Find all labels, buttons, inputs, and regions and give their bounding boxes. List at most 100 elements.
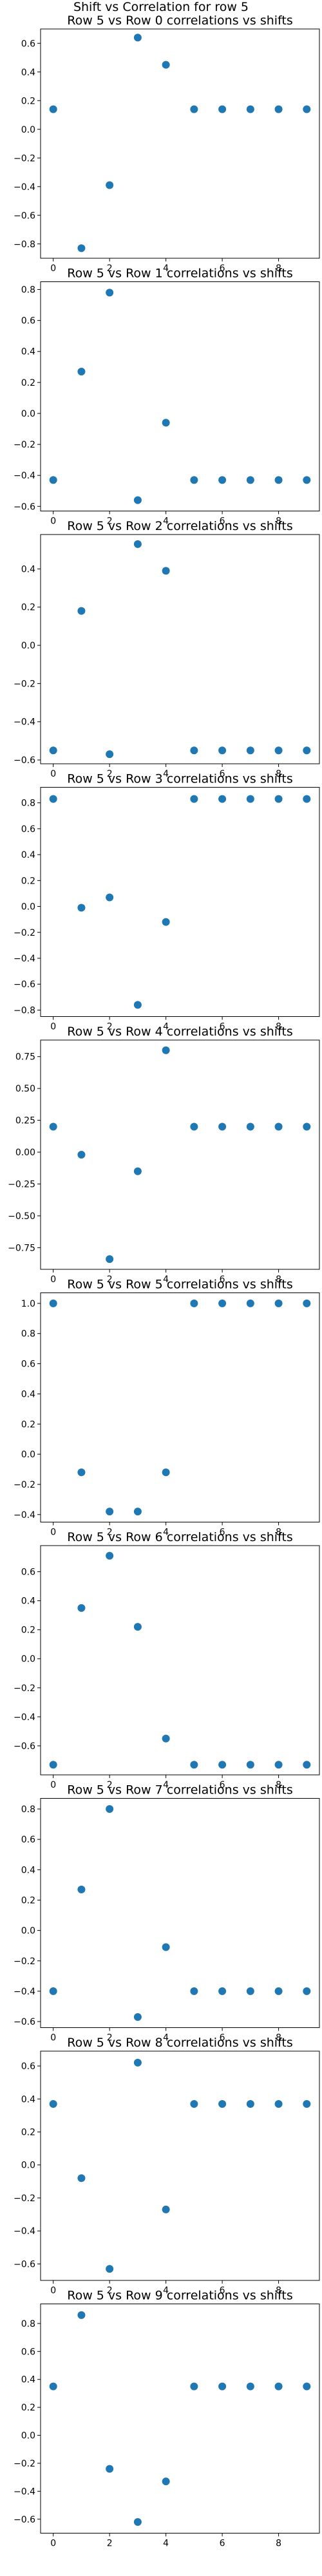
data-point: [106, 1805, 114, 1814]
data-point: [133, 2058, 142, 2067]
data-point: [218, 2099, 227, 2108]
y-tick-label: 0.8: [21, 1329, 35, 1340]
data-point: [133, 2518, 142, 2526]
y-tick-label: 0.2: [21, 1895, 35, 1906]
scatter-panel-8: Row 5 vs Row 8 correlations vs shifts 0 2 4…: [14, 2036, 320, 2296]
data-point: [218, 795, 227, 803]
data-point: [106, 2265, 114, 2273]
data-point: [218, 746, 227, 755]
y-tick-label: 0.6: [21, 2347, 35, 2357]
x-tick-label: 2: [107, 2286, 113, 2296]
data-point: [77, 1468, 86, 1477]
data-point: [190, 2099, 198, 2108]
data-point: [274, 1987, 283, 1995]
data-point: [106, 1255, 114, 1264]
panel-title: Row 5 vs Row 5 correlations vs shifts: [67, 1278, 293, 1292]
x-tick-label: 6: [220, 1022, 225, 1032]
x-tick-label: 8: [276, 516, 281, 527]
x-tick-label: 6: [220, 2539, 225, 2549]
x-tick-label: 0: [50, 1780, 56, 1790]
y-tick-label: −0.6: [14, 2017, 35, 2027]
y-tick-label: −0.2: [14, 1956, 35, 1967]
x-tick-label: 8: [276, 263, 281, 274]
x-tick-label: 0: [50, 2539, 56, 2549]
y-tick-label: 0.0: [21, 125, 35, 135]
y-tick-label: −0.2: [14, 679, 35, 689]
y-tick-label: −0.25: [8, 1179, 35, 1189]
y-tick-label: −0.75: [8, 1243, 35, 1253]
data-point: [133, 33, 142, 42]
y-tick-label: −0.6: [14, 2515, 35, 2525]
x-tick-label: 6: [220, 1780, 225, 1790]
data-point: [77, 1151, 86, 1159]
y-tick-label: 0.0: [21, 641, 35, 651]
y-tick-label: 0.0: [21, 409, 35, 419]
data-point: [218, 1122, 227, 1131]
x-tick-label: 8: [276, 2286, 281, 2296]
data-point: [303, 476, 311, 484]
data-point: [162, 567, 170, 575]
data-point: [246, 105, 254, 113]
y-tick-label: 0.0: [21, 1450, 35, 1460]
data-point: [274, 1122, 283, 1131]
y-tick-label: 0.0: [21, 2161, 35, 2171]
data-point: [77, 2311, 86, 2319]
data-point: [218, 105, 227, 113]
x-tick-label: 4: [163, 2033, 169, 2043]
data-point: [190, 476, 198, 484]
x-tick-label: 4: [163, 1780, 169, 1790]
data-point: [49, 746, 57, 755]
data-point: [49, 476, 57, 484]
panel-title: Row 5 vs Row 1 correlations vs shifts: [67, 267, 293, 281]
y-tick-label: 0.2: [21, 378, 35, 388]
scatter-panel-1: Row 5 vs Row 1 correlations vs shifts 0 2 4…: [14, 267, 320, 527]
data-point: [246, 2099, 254, 2108]
data-point: [274, 2382, 283, 2391]
y-tick-label: 0.6: [21, 2061, 35, 2072]
data-point: [190, 746, 198, 755]
data-point: [274, 2099, 283, 2108]
data-point: [162, 61, 170, 69]
x-tick-label: 0: [50, 1022, 56, 1032]
y-tick-label: 0.6: [21, 316, 35, 327]
y-tick-label: 0.00: [15, 1148, 35, 1158]
data-point: [190, 1761, 198, 1769]
y-tick-label: −0.2: [14, 440, 35, 450]
y-tick-label: 0.8: [21, 1804, 35, 1815]
data-point: [162, 2477, 170, 2486]
data-point: [303, 1299, 311, 1307]
y-tick-label: 0.2: [21, 1625, 35, 1636]
y-tick-label: 0.75: [15, 1052, 35, 1063]
x-tick-label: 4: [163, 263, 169, 274]
y-tick-label: 0.8: [21, 2319, 35, 2329]
data-point: [246, 2382, 254, 2391]
plot-frame: [40, 1798, 320, 2028]
y-tick-label: 0.6: [21, 1567, 35, 1578]
data-point: [162, 1468, 170, 1477]
y-tick-label: −0.6: [14, 502, 35, 512]
data-point: [133, 1623, 142, 1631]
y-tick-label: −0.4: [14, 1987, 35, 1997]
data-point: [303, 795, 311, 803]
data-point: [274, 1299, 283, 1307]
y-tick-label: 0.4: [21, 850, 35, 860]
x-tick-label: 0: [50, 769, 56, 779]
data-point: [274, 105, 283, 113]
x-tick-label: 4: [163, 1274, 169, 1285]
y-tick-label: −0.6: [14, 980, 35, 990]
data-point: [303, 1761, 311, 1769]
data-point: [274, 476, 283, 484]
y-tick-label: −0.4: [14, 2486, 35, 2497]
data-point: [246, 1761, 254, 1769]
data-point: [133, 540, 142, 548]
data-point: [106, 2465, 114, 2473]
y-tick-label: 0.2: [21, 603, 35, 613]
data-point: [190, 1299, 198, 1307]
y-tick-label: 0.2: [21, 1419, 35, 1430]
panel-title: Row 5 vs Row 4 correlations vs shifts: [67, 1025, 293, 1039]
data-point: [303, 2382, 311, 2391]
y-tick-label: 0.4: [21, 1596, 35, 1607]
x-tick-label: 2: [107, 1528, 113, 1538]
data-point: [190, 795, 198, 803]
data-point: [162, 1734, 170, 1743]
